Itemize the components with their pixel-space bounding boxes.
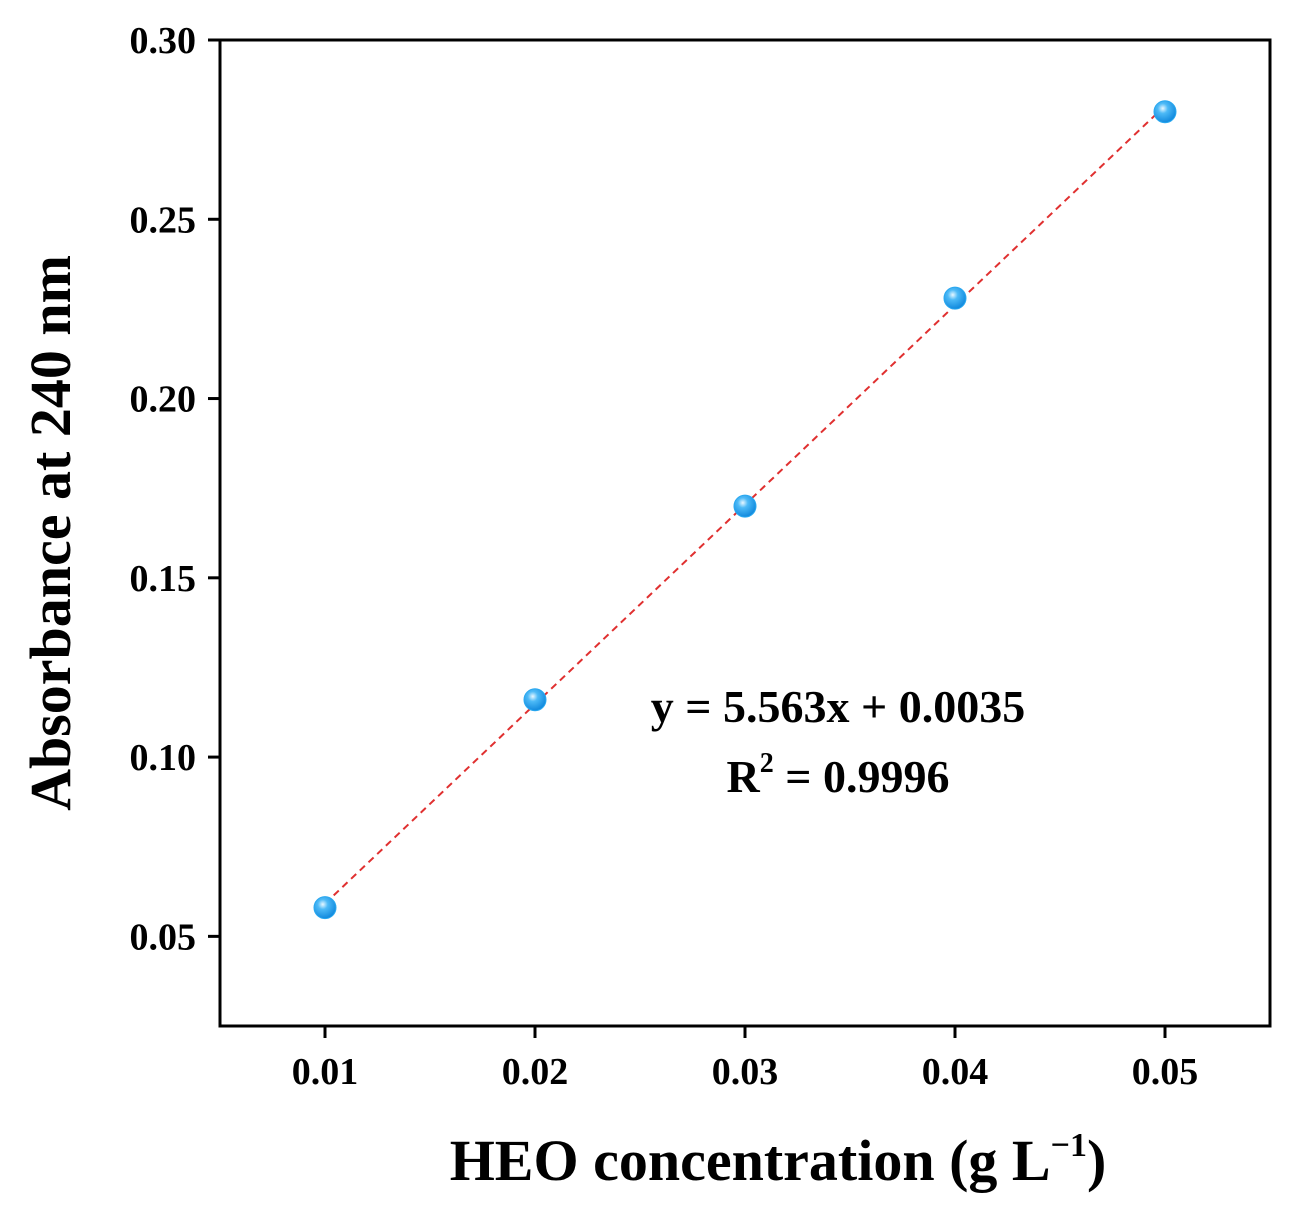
data-point [523, 688, 547, 712]
x-tick-label: 0.02 [502, 1051, 569, 1093]
equation-annotation: y = 5.563x + 0.0035 [651, 681, 1025, 732]
y-tick-label: 0.15 [130, 558, 197, 600]
data-points-layer [313, 100, 1177, 920]
plot-frame [218, 38, 1272, 1028]
y-tick-label: 0.25 [130, 199, 197, 241]
x-axis-title-superscript: −1 [1051, 1127, 1087, 1164]
data-point [313, 896, 337, 920]
x-tick-label: 0.01 [292, 1051, 359, 1093]
data-point [733, 494, 757, 518]
x-tick-label: 0.04 [922, 1051, 989, 1093]
x-axis-title-close: ) [1087, 1128, 1106, 1193]
r-squared-value: = 0.9996 [774, 751, 950, 802]
data-point [1153, 100, 1177, 124]
x-axis-title-main: HEO concentration (g L [450, 1128, 1051, 1193]
r-squared-superscript: 2 [760, 748, 774, 779]
x-tick-label: 0.05 [1132, 1051, 1199, 1093]
r-squared-annotation: R2 = 0.9996 [727, 748, 950, 802]
x-tick-label: 0.03 [712, 1051, 779, 1093]
y-tick-label: 0.10 [130, 737, 197, 779]
x-axis-ticks: 0.01 0.02 0.03 0.04 0.05 [292, 1026, 1199, 1093]
data-point [943, 286, 967, 310]
x-axis-title: HEO concentration (g L−1) [450, 1127, 1107, 1193]
y-axis-ticks: 0.05 0.10 0.15 0.20 0.25 0.30 [130, 20, 220, 958]
y-axis-title: Absorbance at 240 nm [18, 255, 83, 811]
y-tick-label: 0.20 [130, 379, 197, 421]
r-squared-prefix: R [727, 751, 761, 802]
y-tick-label: 0.30 [130, 20, 197, 62]
y-tick-label: 0.05 [130, 916, 197, 958]
